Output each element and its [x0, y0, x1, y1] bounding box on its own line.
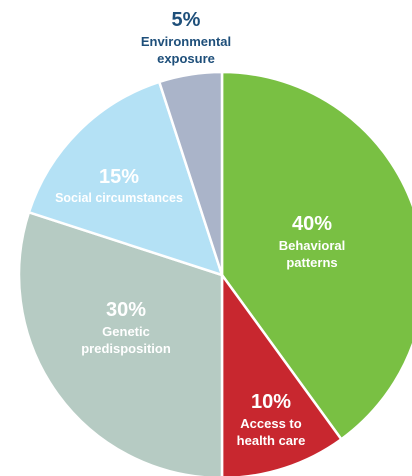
slice-category-label-access-to-health-care: health care	[237, 433, 306, 448]
pie-slice-behavioral-patterns	[220, 70, 412, 441]
slice-category-label-behavioral-patterns: Behavioral	[279, 238, 345, 253]
slice-category-label-environmental-exposure: exposure	[157, 51, 215, 66]
slice-value-label-behavioral-patterns: 40%	[292, 213, 332, 235]
slice-category-label-access-to-health-care: Access to	[240, 416, 301, 431]
slice-value-label-access-to-health-care: 10%	[251, 391, 291, 413]
slice-value-label-genetic-predisposition: 30%	[106, 299, 146, 321]
pie-slice-access-to-health-care	[220, 273, 343, 476]
slice-category-label-environmental-exposure: Environmental	[141, 34, 231, 49]
slice-value-label-environmental-exposure: 5%	[172, 9, 201, 31]
slice-category-label-social-circumstances: Social circumstances	[55, 191, 183, 205]
pie-slices	[17, 70, 412, 476]
pie-slice-genetic-predisposition	[17, 211, 224, 476]
slice-category-label-behavioral-patterns: patterns	[286, 255, 337, 270]
pie-labels: 40% Behavioral patterns 10% Access to health …	[55, 9, 345, 448]
slice-value-label-social-circumstances: 15%	[99, 166, 139, 188]
slice-category-label-genetic-predisposition: Genetic	[102, 324, 150, 339]
slice-category-label-genetic-predisposition: predisposition	[81, 341, 171, 356]
pie-slice-environmental-exposure	[158, 70, 224, 277]
